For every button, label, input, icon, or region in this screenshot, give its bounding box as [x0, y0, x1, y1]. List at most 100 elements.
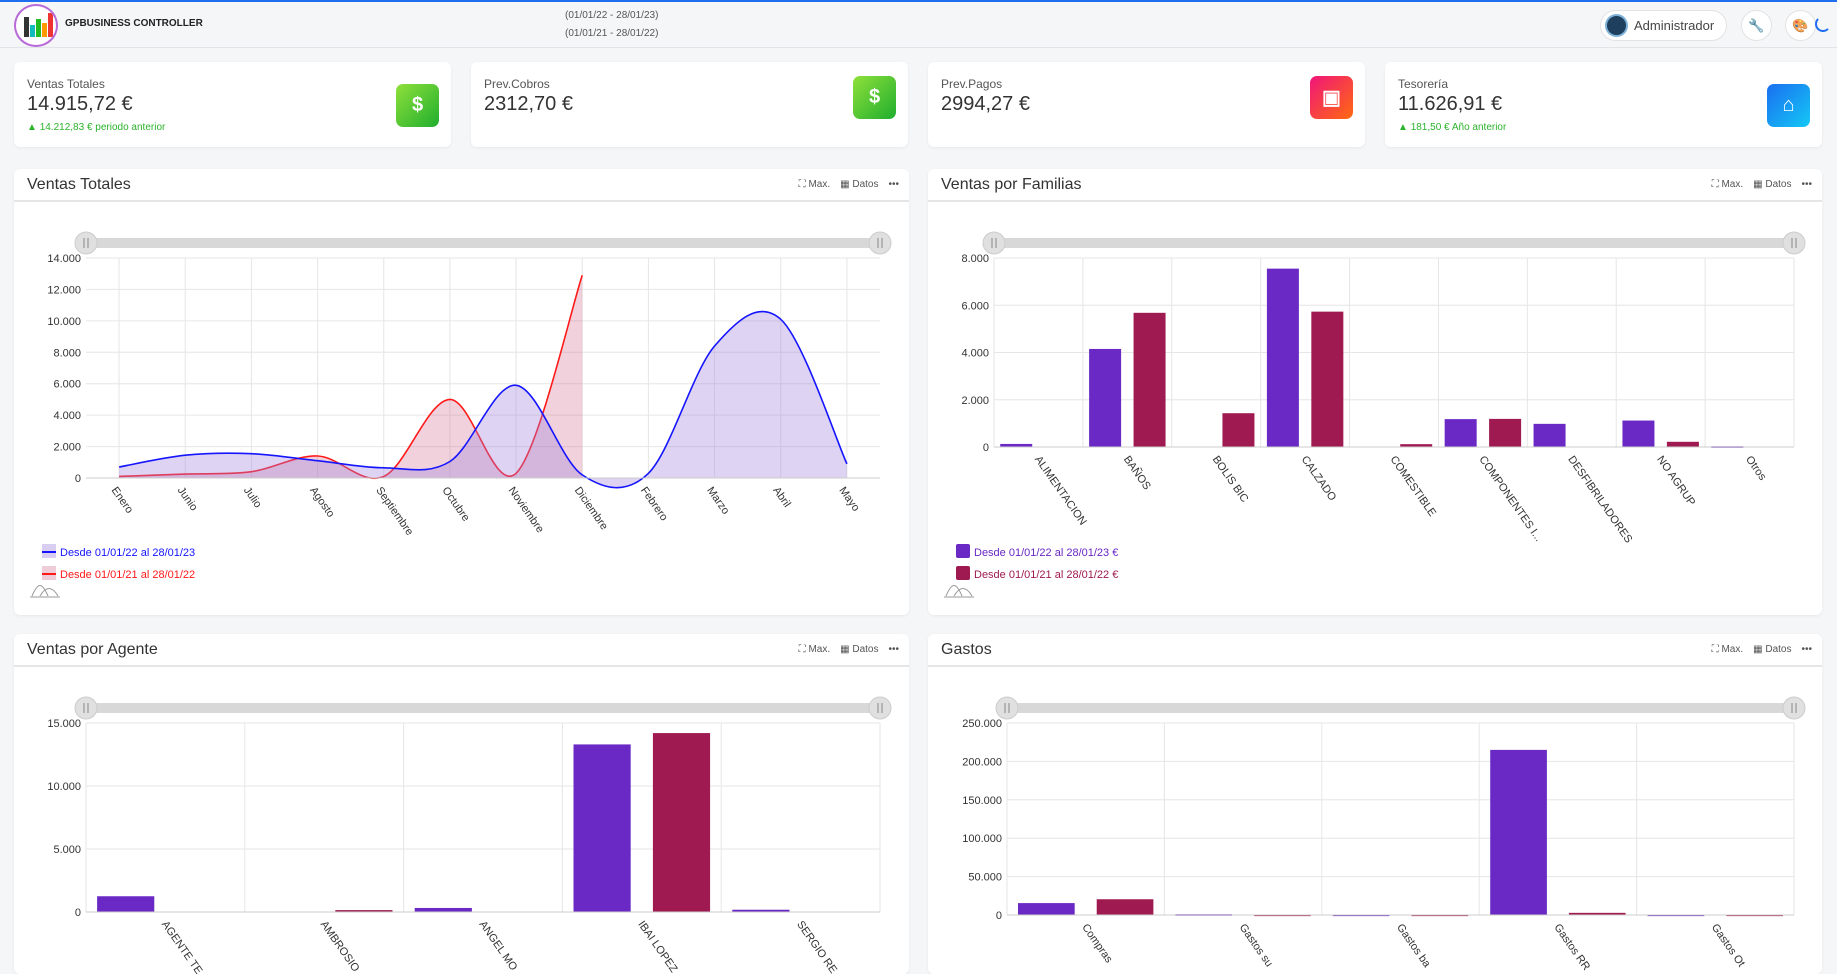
maximize-label: Max.: [808, 179, 831, 190]
legend-item[interactable]: Desde 01/01/22 al 28/01/23: [60, 547, 195, 559]
x-tick-label: NO AGRUP: [1654, 454, 1697, 508]
x-tick-label: Abril: [770, 485, 792, 510]
series-line-1[interactable]: [118, 310, 848, 489]
maximize-button[interactable]: ⛶ Max.: [1712, 644, 1743, 655]
more-options-button[interactable]: •••: [1801, 644, 1812, 655]
kpi-label: Tesorería: [1398, 77, 1449, 91]
chart-type-toggle-icon[interactable]: [30, 585, 60, 598]
bar-series1-7[interactable]: [1622, 420, 1655, 447]
period-current[interactable]: (01/01/22 - 28/01/23): [565, 10, 659, 21]
y-tick-label: 4.000: [961, 348, 989, 360]
grip-icon: [877, 703, 883, 713]
range-handle-left[interactable]: [74, 696, 98, 720]
data-button[interactable]: ▦ Datos: [1753, 179, 1791, 190]
banknote-icon: ▣: [1310, 76, 1353, 119]
y-tick-label: 0: [983, 442, 989, 454]
bar-series1-4[interactable]: [732, 909, 790, 912]
more-options-button[interactable]: •••: [888, 644, 899, 655]
range-handle-right[interactable]: [868, 231, 892, 255]
kpi-card-1[interactable]: Ventas Totales 14.915,72 € ▲ 14.212,83 €…: [14, 62, 451, 147]
y-tick-label: 6.000: [53, 379, 81, 391]
range-handle-left[interactable]: [74, 231, 98, 255]
chart-title: Gastos: [941, 641, 992, 658]
bar-series1-0[interactable]: [1018, 903, 1075, 915]
more-options-button[interactable]: •••: [888, 179, 899, 190]
x-tick-label: AMBROSIO: [318, 919, 362, 974]
bar-series2-3[interactable]: [1568, 912, 1626, 915]
maximize-button[interactable]: ⛶ Max.: [799, 179, 830, 190]
bar-series1-3[interactable]: [1490, 749, 1547, 915]
maximize-button[interactable]: ⛶ Max.: [799, 644, 830, 655]
range-slider-track[interactable]: [86, 703, 880, 713]
period-previous[interactable]: (01/01/21 - 28/01/22): [565, 28, 659, 39]
app-logo[interactable]: [14, 4, 58, 47]
data-button[interactable]: ▦ Datos: [840, 179, 878, 190]
bar-series2-0[interactable]: [1096, 899, 1154, 915]
y-tick-label: 2.000: [53, 442, 81, 454]
bar-series1-3[interactable]: [573, 744, 631, 912]
kpi-card-4[interactable]: Tesorería 11.626,91 € ▲ 181,50 € Año ant…: [1385, 62, 1822, 147]
bar-series2-3[interactable]: [1311, 311, 1344, 447]
bar-series1-0[interactable]: [97, 896, 155, 912]
bar-series2-7[interactable]: [1666, 441, 1699, 447]
legend-item[interactable]: Desde 01/01/21 al 28/01/22: [60, 569, 195, 581]
bar-series2-3[interactable]: [652, 733, 711, 912]
user-menu-button[interactable]: Administrador: [1600, 10, 1727, 41]
maximize-button[interactable]: ⛶ Max.: [1712, 179, 1743, 190]
x-tick-label: COMPONENTES I...: [1476, 454, 1544, 544]
kpi-card-3[interactable]: Prev.Pagos 2994,27 € ▣: [928, 62, 1365, 147]
kpi-value: 11.626,91 €: [1398, 93, 1503, 115]
kpi-card-2[interactable]: Prev.Cobros 2312,70 € $: [471, 62, 908, 147]
x-tick-label: Otros: [1743, 454, 1769, 483]
bar-series1-3[interactable]: [1266, 268, 1299, 447]
x-tick-label: BAÑOS: [1121, 453, 1154, 492]
bar-series2-4[interactable]: [1400, 444, 1433, 447]
bar-series1-6[interactable]: [1533, 423, 1566, 447]
expand-icon: ⛶: [798, 179, 809, 190]
coins-icon: $: [396, 84, 439, 127]
bar-series1-0[interactable]: [1000, 443, 1033, 447]
grip-icon: [877, 238, 883, 248]
chart-type-toggle-icon[interactable]: [944, 585, 974, 598]
bar-series2-2[interactable]: [1222, 413, 1255, 447]
x-tick-label: Diciembre: [572, 485, 610, 532]
range-handle-right[interactable]: [1782, 696, 1806, 720]
kpi-comparison: ▲ 14.212,83 € periodo anterior: [27, 122, 165, 133]
y-tick-label: 12.000: [47, 284, 81, 296]
range-handle-left[interactable]: [995, 696, 1019, 720]
x-tick-label: Compras: [1079, 922, 1115, 966]
bar-series2-1[interactable]: [335, 910, 393, 912]
more-options-button[interactable]: •••: [1801, 179, 1812, 190]
series-line-2[interactable]: [119, 275, 584, 479]
x-tick-label: Septiembre: [373, 485, 415, 538]
avatar: [1605, 14, 1628, 37]
bar-series2-1[interactable]: [1133, 312, 1166, 447]
x-tick-label: Gastos RR: [1551, 922, 1592, 973]
data-button[interactable]: ▦ Datos: [840, 644, 878, 655]
range-handle-right[interactable]: [1782, 231, 1806, 255]
data-button[interactable]: ▦ Datos: [1753, 644, 1791, 655]
bar-series1-2[interactable]: [414, 907, 472, 912]
range-slider-track[interactable]: [1007, 703, 1794, 713]
y-tick-label: 0: [996, 910, 1002, 922]
y-tick-label: 100.000: [962, 833, 1002, 845]
range-handle-right[interactable]: [868, 696, 892, 720]
range-slider-track[interactable]: [994, 238, 1794, 248]
bar-series1-1[interactable]: [1089, 348, 1122, 447]
bar-series1-5[interactable]: [1444, 419, 1477, 447]
range-slider-track[interactable]: [86, 238, 880, 248]
maximize-label: Max.: [808, 644, 831, 655]
expand-icon: ⛶: [1711, 644, 1722, 655]
grid-icon: ▦: [840, 179, 853, 190]
x-tick-label: AGENTE TE: [159, 919, 204, 974]
theme-button[interactable]: 🎨: [1785, 10, 1816, 41]
bar-series2-5[interactable]: [1489, 418, 1522, 447]
x-tick-label: ALIMENTACION: [1032, 454, 1089, 528]
legend-item[interactable]: Desde 01/01/21 al 28/01/22 €: [974, 569, 1118, 581]
settings-button[interactable]: 🔧: [1741, 10, 1772, 41]
range-handle-left[interactable]: [982, 231, 1006, 255]
y-tick-label: 0: [75, 473, 81, 485]
legend-item[interactable]: Desde 01/01/22 al 28/01/23 €: [974, 547, 1118, 559]
grip-icon: [991, 238, 997, 248]
x-tick-label: IBAI LOPEZ: [635, 919, 679, 974]
